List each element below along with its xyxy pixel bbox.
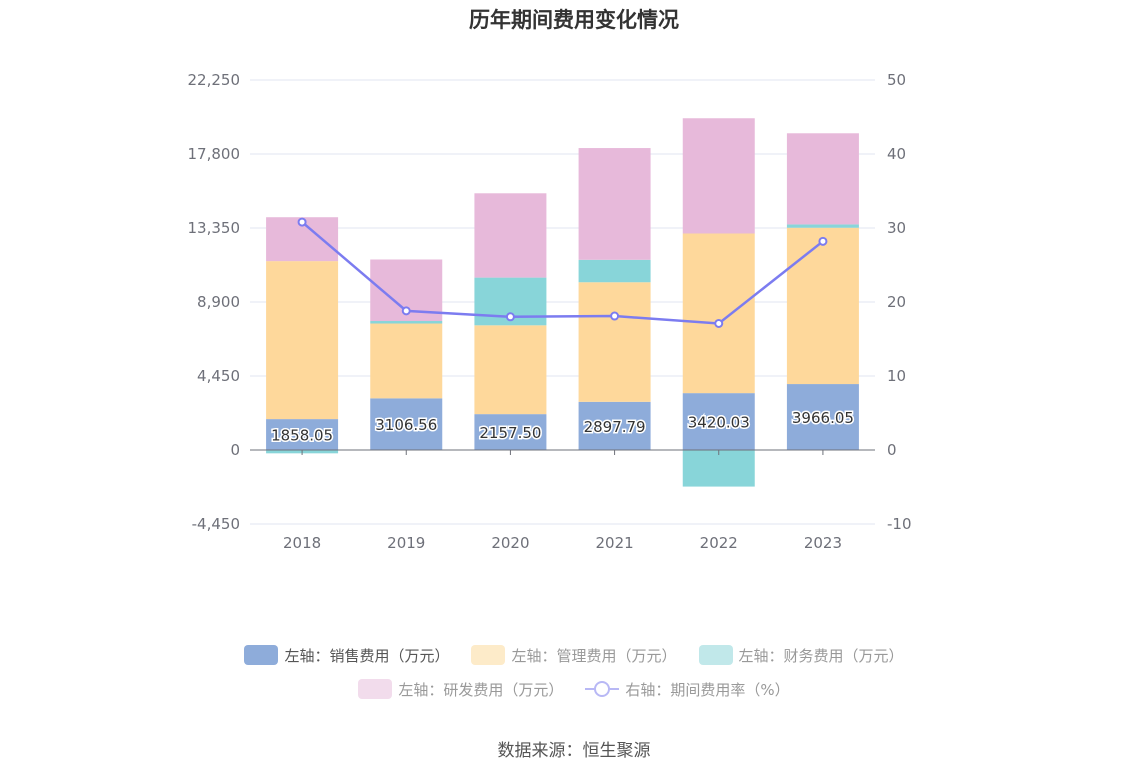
y-left-tick-label: 4,450 [197,367,240,385]
line-point [401,306,411,316]
y-right-tick-label: 50 [887,71,906,89]
legend-label-rd: 左轴：研发费用（万元） [398,680,564,699]
bar-admin [370,323,443,399]
line-point [714,318,724,328]
legend-swatch-admin [471,645,506,665]
x-tick-label: 2018 [283,534,321,552]
y-right-tick-label: 0 [887,441,897,459]
bar-rd [786,133,859,225]
y-right-tick-label: -10 [887,515,912,533]
x-tick-label: 2019 [387,534,425,552]
legend-item-finance[interactable]: 左轴：财务费用（万元） [698,645,904,666]
y-right-tick-label: 20 [887,293,906,311]
legend-swatch-rd [358,679,393,699]
bar-rd [578,148,651,260]
bar-admin [266,261,339,420]
bar-sales [370,398,443,450]
bar-sales [266,419,339,450]
bar-sales [682,393,755,450]
bar-rd [474,193,547,278]
bar-data-label: 3966.05 [792,409,854,427]
bar-admin [682,233,755,394]
legend-label-expense-ratio: 右轴：期间费用率（%） [625,680,790,699]
bar-finance [578,259,651,283]
bar-data-label: 3106.56 [375,416,437,434]
legend-item-admin[interactable]: 左轴：管理费用（万元） [471,645,677,666]
legend-swatch-finance [698,645,733,665]
bar-finance [786,224,859,228]
y-left-tick-label: 13,350 [188,219,241,237]
y-left-tick-label: 0 [230,441,240,459]
bar-finance [682,450,755,487]
bar-sales [474,414,547,450]
y-left-tick-label: 17,800 [188,145,241,163]
line-expense-ratio [301,221,824,325]
x-tick-label: 2020 [491,534,529,552]
bar-sales [578,401,651,450]
legend-swatch-sales [244,645,279,665]
y-right-tick-label: 30 [887,219,906,237]
legend-label-sales: 左轴：销售费用（万元） [284,646,450,665]
bar-finance [370,321,443,324]
y-left-tick-label: 22,250 [188,71,241,89]
bar-sales [786,384,859,450]
bar-data-label: 2897.79 [584,418,646,436]
bar-data-label: 1858.05 [271,427,333,445]
line-point [818,236,828,246]
bar-admin [578,282,651,402]
x-tick-label: 2023 [804,534,842,552]
chart-plot-area: 22,250 50 17,800 40 13,350 30 8,900 20 4,450 10 0 0… [188,71,912,552]
legend: 左轴：销售费用（万元） 左轴：管理费用（万元） 左轴：财务费用（万元） 左轴：研… [0,638,1148,706]
legend-label-admin: 左轴：管理费用（万元） [511,646,677,665]
x-tick-label: 2022 [700,534,738,552]
line-point [505,312,515,322]
y-left-tick-label: 8,900 [197,293,240,311]
line-point [297,217,307,227]
data-source: 数据来源：恒生聚源 [497,741,651,761]
bar-rd [682,118,755,234]
line-point [610,311,620,321]
bar-admin [786,227,859,385]
x-tick-label: 2021 [595,534,633,552]
legend-item-expense-ratio[interactable]: 右轴：期间费用率（%） [585,679,790,700]
legend-label-finance: 左轴：财务费用（万元） [738,646,904,665]
legend-item-sales[interactable]: 左轴：销售费用（万元） [244,645,449,666]
bar-data-label: 2157.50 [479,424,541,442]
y-right-tick-label: 40 [887,145,906,163]
bar-admin [474,325,547,415]
legend-line-marker-icon [585,679,620,699]
y-right-tick-label: 10 [887,367,906,385]
y-left-tick-label: -4,450 [192,515,240,533]
legend-item-rd[interactable]: 左轴：研发费用（万元） [358,679,563,700]
bar-data-label: 3420.03 [688,414,750,432]
chart-title: 历年期间费用变化情况 [469,8,679,32]
